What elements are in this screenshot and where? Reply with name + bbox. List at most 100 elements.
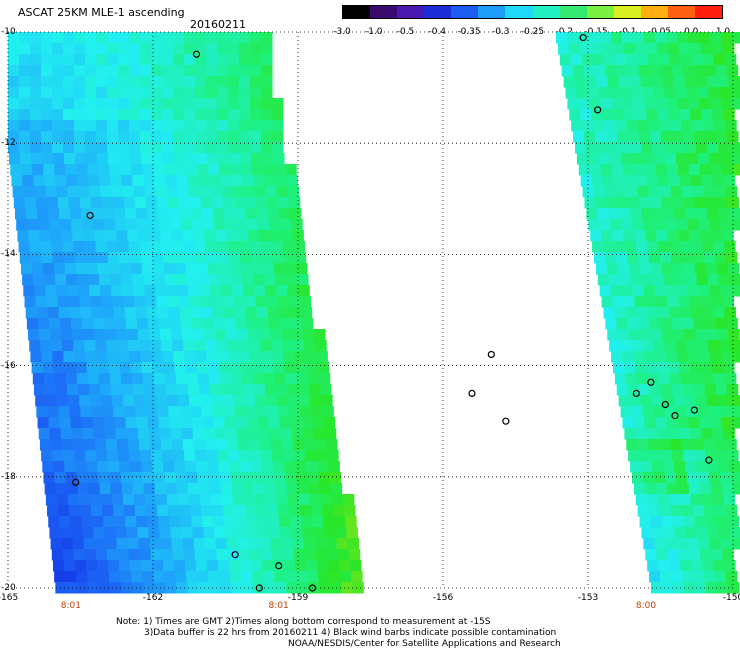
wind-cell (669, 241, 681, 253)
wind-cell (173, 450, 185, 462)
wind-cell (273, 362, 286, 374)
wind-cell (67, 494, 80, 506)
wind-cell (162, 560, 175, 572)
wind-cell (291, 428, 304, 440)
wind-cell (107, 120, 119, 132)
wind-cell (597, 208, 609, 220)
wind-cell (175, 373, 188, 385)
wind-cell (90, 395, 102, 407)
wind-cell (224, 417, 237, 429)
wind-cell (121, 274, 133, 286)
wind-cell (89, 186, 102, 198)
wind-cell (657, 428, 669, 440)
wind-cell (568, 43, 581, 55)
wind-cell (101, 395, 113, 407)
wind-cell (96, 109, 108, 121)
wind-cell (679, 428, 691, 440)
wind-cell (693, 571, 705, 583)
wind-cell (690, 494, 703, 506)
wind-cell (239, 252, 252, 264)
wind-cell (41, 252, 54, 264)
wind-cell (715, 65, 728, 77)
wind-cell (223, 406, 235, 418)
wind-cell (227, 340, 239, 352)
wind-cell (228, 65, 240, 77)
wind-cell (195, 450, 207, 462)
wind-cell (635, 175, 648, 187)
wind-cell (195, 109, 207, 121)
wind-cell (202, 417, 215, 429)
wind-cell (708, 153, 721, 165)
wind-cell (148, 219, 160, 231)
wind-cell (580, 175, 593, 187)
wind-cell (141, 461, 153, 473)
wind-cell (621, 219, 633, 231)
wind-cell (168, 406, 180, 418)
wind-cell (697, 406, 710, 418)
wind-cell (290, 318, 303, 330)
wind-cell (32, 373, 45, 385)
wind-cell (707, 208, 719, 220)
wind-cell (68, 395, 80, 407)
wind-cell (274, 373, 287, 385)
wind-cell (96, 98, 108, 110)
wind-cell (692, 505, 705, 517)
wind-cell (87, 373, 100, 385)
wind-cell (149, 538, 162, 550)
wind-cell (602, 175, 615, 187)
wind-cell (240, 153, 252, 165)
wind-cell (656, 549, 668, 561)
wind-cell (720, 285, 733, 297)
wind-cell (104, 219, 116, 231)
wind-cell (91, 307, 104, 319)
wind-cell (692, 439, 704, 451)
wind-cell (331, 494, 344, 506)
wind-cell (270, 230, 282, 242)
wind-cell (727, 450, 739, 462)
wind-cell (182, 439, 195, 451)
wind-cell (653, 406, 666, 418)
wind-cell (64, 362, 77, 374)
wind-cell (52, 32, 64, 44)
wind-cell (281, 329, 293, 341)
wind-cell (322, 505, 334, 517)
wind-cell (95, 340, 107, 352)
wind-cell (129, 109, 141, 121)
wind-cell (198, 175, 210, 187)
wind-cell (78, 494, 91, 506)
wind-cell (118, 98, 130, 110)
wind-cell (284, 263, 297, 275)
wind-cell (8, 131, 20, 143)
wind-cell (69, 208, 82, 220)
wind-cell (677, 98, 689, 110)
wind-cell (249, 340, 261, 352)
wind-cell (727, 582, 740, 594)
wind-cell (224, 516, 236, 528)
wind-cell (675, 153, 688, 165)
wind-cell (697, 340, 709, 352)
wind-cell (234, 208, 247, 220)
wind-cell (711, 230, 723, 242)
wind-cell (162, 252, 175, 264)
wind-cell (97, 153, 109, 165)
wind-cell (74, 98, 86, 110)
island-outline (705, 456, 713, 464)
wind-cell (657, 494, 670, 506)
wind-cell (666, 98, 678, 110)
wind-cell (128, 340, 140, 352)
wind-cell (184, 450, 196, 462)
wind-cell (708, 340, 720, 352)
wind-cell (121, 483, 134, 495)
wind-cell (272, 109, 284, 121)
wind-cell (612, 296, 625, 308)
wind-cell (664, 87, 676, 99)
wind-cell (41, 131, 53, 143)
wind-cell (677, 351, 689, 363)
wind-cell (650, 516, 663, 528)
wind-cell (286, 175, 298, 187)
wind-cell (606, 197, 618, 209)
wind-cell (73, 241, 86, 253)
wind-cell (259, 329, 271, 341)
wind-cell (678, 43, 691, 55)
color-scale-swatch (397, 6, 425, 18)
